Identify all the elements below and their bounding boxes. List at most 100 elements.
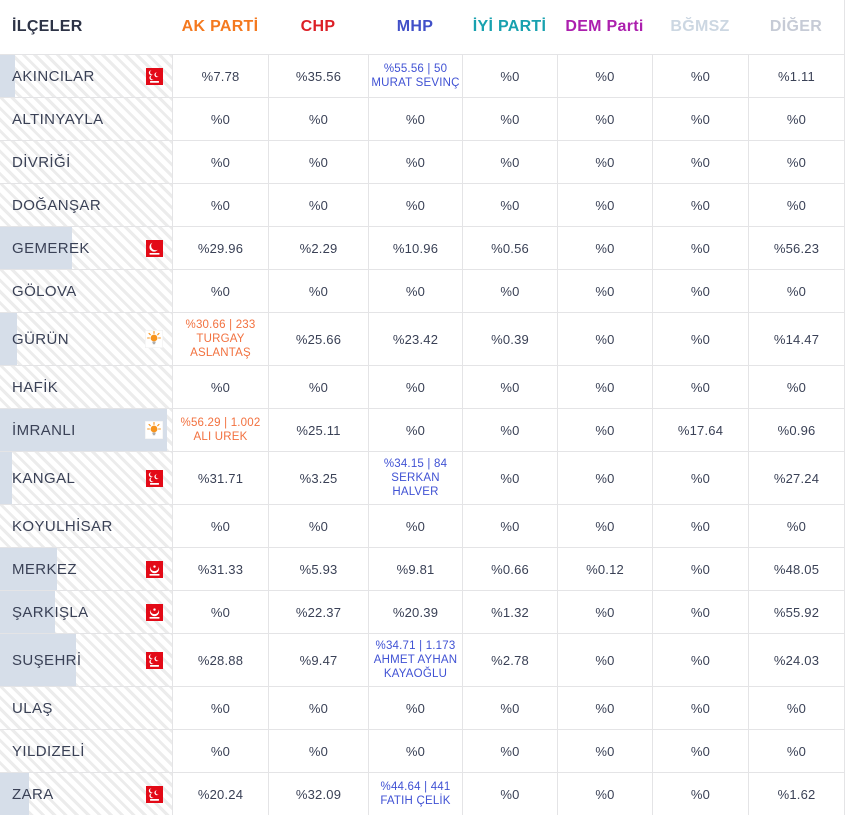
result-cell: %0 (462, 55, 557, 97)
result-cell: %0 (462, 141, 557, 183)
result-cell: %0 (172, 270, 268, 312)
district-name-cell[interactable]: GÖLOVA (0, 270, 172, 312)
winner-result-cell[interactable]: %55.56 | 50 MURAT SEVINÇ (368, 55, 462, 97)
result-cell: %0 (748, 687, 845, 729)
winner-result-cell[interactable]: %30.66 | 233 TURGAY ASLANTAŞ (172, 313, 268, 365)
district-name-cell[interactable]: ŞARKIŞLA (0, 591, 172, 633)
result-cell: %0 (652, 184, 748, 226)
result-cell: %0 (172, 98, 268, 140)
result-cell: %0 (748, 505, 845, 547)
table-row: KANGAL %31.71 %3.25 %34.15 | 84 SERKAN HALVE… (0, 451, 845, 504)
winner-line: %30.66 | 233 (185, 319, 256, 331)
district-name: SUŞEHRİ (12, 651, 82, 669)
akp-logo-icon (145, 330, 163, 348)
result-cell: %0 (268, 687, 368, 729)
result-cell: %55.92 (748, 591, 845, 633)
result-cell: %0 (652, 270, 748, 312)
result-cell: %0 (172, 366, 268, 408)
district-name-cell[interactable]: KOYULHİSAR (0, 505, 172, 547)
result-cell: %0 (557, 98, 652, 140)
winner-line: %34.15 | 84 (383, 458, 448, 470)
winner-result-cell[interactable]: %34.15 | 84 SERKAN HALVER (368, 452, 462, 504)
district-name-cell[interactable]: DOĞANŞAR (0, 184, 172, 226)
district-name-cell[interactable]: MERKEZ (0, 548, 172, 590)
result-cell: %0 (462, 184, 557, 226)
district-name-cell[interactable]: SUŞEHRİ (0, 634, 172, 686)
mhp-logo-icon (145, 785, 163, 803)
result-cell: %0 (652, 730, 748, 772)
district-name: YILDIZELİ (12, 742, 85, 760)
result-cell: %0 (172, 591, 268, 633)
district-name-cell[interactable]: AKINCILAR (0, 55, 172, 97)
result-cell: %7.78 (172, 55, 268, 97)
result-cell: %0 (462, 409, 557, 451)
result-cell: %35.56 (268, 55, 368, 97)
counting-progress-fill (0, 591, 56, 633)
result-cell: %9.81 (368, 548, 462, 590)
district-name-cell[interactable]: ZARA (0, 773, 172, 815)
winner-line: %56.29 | 1.002 (180, 417, 261, 429)
district-name: KOYULHİSAR (12, 517, 113, 535)
district-name: DOĞANŞAR (12, 196, 102, 214)
result-cell: %0 (368, 409, 462, 451)
district-name-cell[interactable]: ALTINYAYLA (0, 98, 172, 140)
district-name-cell[interactable]: GÜRÜN (0, 313, 172, 365)
result-cell: %2.29 (268, 227, 368, 269)
winner-result-cell[interactable]: %56.29 | 1.002 ALI UREK (172, 409, 268, 451)
winner-line: ALI UREK (193, 431, 248, 443)
result-cell: %0 (268, 98, 368, 140)
result-cell: %0 (748, 98, 845, 140)
result-cell: %0 (462, 452, 557, 504)
table-row: ULAŞ %0 %0 %0 %0 %0 %0 %0 (0, 686, 845, 729)
table-row: YILDIZELİ %0 %0 %0 %0 %0 %0 %0 (0, 729, 845, 772)
district-name-cell[interactable]: İMRANLI (0, 409, 172, 451)
counting-progress-fill (0, 634, 76, 686)
result-cell: %20.39 (368, 591, 462, 633)
result-cell: %0 (652, 366, 748, 408)
akp-logo-icon (145, 421, 163, 439)
district-name-cell[interactable]: YILDIZELİ (0, 730, 172, 772)
result-cell: %0 (462, 730, 557, 772)
result-cell: %0 (557, 270, 652, 312)
column-header-districts: İLÇELER (12, 18, 83, 35)
district-name-cell[interactable]: GEMEREK (0, 227, 172, 269)
result-cell: %0.96 (748, 409, 845, 451)
result-cell: %0 (557, 591, 652, 633)
result-cell: %0 (652, 98, 748, 140)
counting-progress-fill (0, 409, 167, 451)
district-name-cell[interactable]: ULAŞ (0, 687, 172, 729)
district-name-cell[interactable]: HAFİK (0, 366, 172, 408)
result-cell: %0 (652, 773, 748, 815)
district-name: MERKEZ (12, 560, 77, 578)
result-cell: %0 (557, 366, 652, 408)
result-cell: %0 (557, 227, 652, 269)
result-cell: %10.96 (368, 227, 462, 269)
counting-progress-fill (0, 452, 13, 504)
result-cell: %20.24 (172, 773, 268, 815)
counting-progress-fill (0, 313, 18, 365)
district-name-cell[interactable]: DİVRİĞİ (0, 141, 172, 183)
district-name-cell[interactable]: KANGAL (0, 452, 172, 504)
district-name: KANGAL (12, 469, 76, 487)
result-cell: %31.33 (172, 548, 268, 590)
result-cell: %0 (652, 227, 748, 269)
result-cell: %0 (268, 730, 368, 772)
district-name: ZARA (12, 785, 54, 803)
result-cell: %24.03 (748, 634, 845, 686)
table-row: İMRANLI %56.29 | 1.002 ALI UREK %25.11 %0 %0%… (0, 408, 845, 451)
result-cell: %17.64 (652, 409, 748, 451)
winner-result-cell[interactable]: %34.71 | 1.173 AHMET AYHAN KAYAOĞLU (368, 634, 462, 686)
result-cell: %0 (368, 270, 462, 312)
district-name: GÖLOVA (12, 282, 77, 300)
result-cell: %31.71 (172, 452, 268, 504)
result-cell: %0 (268, 505, 368, 547)
winner-result-cell[interactable]: %44.64 | 441 FATIH ÇELİK (368, 773, 462, 815)
table-row: KOYULHİSAR %0 %0 %0 %0 %0 %0 %0 (0, 504, 845, 547)
result-cell: %0 (652, 141, 748, 183)
result-cell: %0 (748, 141, 845, 183)
table-header-row: İLÇELER AK PARTİ CHP MHP İYİ PARTİ DEM Parti… (0, 0, 845, 54)
result-cell: %0 (172, 505, 268, 547)
result-cell: %0 (368, 98, 462, 140)
result-cell: %0 (172, 184, 268, 226)
